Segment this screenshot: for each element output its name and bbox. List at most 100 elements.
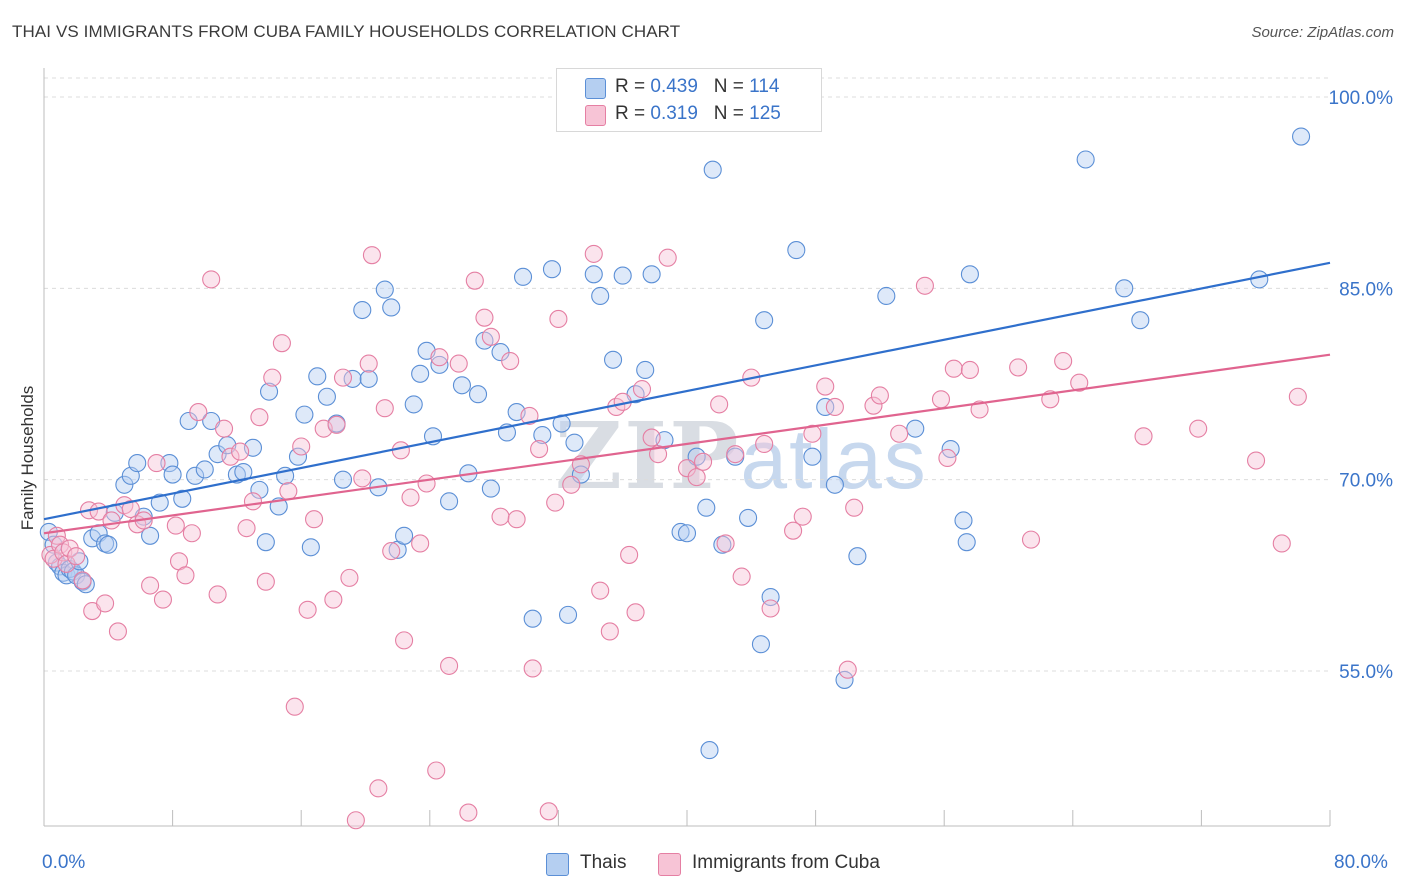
thai-point-69 [513,267,533,286]
cuba-point-29 [214,419,234,438]
cuba-point-61 [440,656,459,675]
thai-point-60 [440,492,459,511]
cuba-point-5 [57,554,76,573]
cuba-point-106 [864,396,883,415]
cuba-point-66 [481,327,500,346]
cuba-point-60 [430,348,449,367]
cuba-point-19 [141,576,160,595]
thai-point-47 [343,369,362,388]
y-tick-label-1: 70.0% [1339,471,1393,492]
cuba-point-93 [716,534,735,553]
cuba-point-90 [687,468,706,487]
x-tick-label-min: 0.0% [42,852,86,873]
cuba-point-7 [67,547,86,566]
cuba-point-71 [523,659,542,678]
cuba-point-67 [491,507,510,526]
thai-point-113 [700,741,719,760]
cuba-point-76 [562,475,581,494]
cuba-point-91 [694,452,713,471]
cuba-point-98 [761,599,780,618]
chart-title: THAI VS IMMIGRANTS FROM CUBA FAMILY HOUS… [12,22,681,41]
thai-point-112 [1292,127,1311,146]
thai-point-75 [565,433,584,452]
legend-r-cuba: 0.319 [650,103,698,124]
cuba-point-123 [1272,534,1291,553]
cuba-point-38 [279,482,298,501]
thai-point-83 [642,265,661,284]
thai-point-65 [481,479,500,498]
cuba-point-57 [411,534,430,553]
legend-r-label-cuba: R = [615,103,646,124]
cuba-point-12 [96,594,115,613]
thai-point-100 [835,670,854,689]
legend: R = 0.439 N = 114 R = 0.319 N = 125 [556,68,822,132]
thai-point-98 [816,397,835,417]
cuba-point-101 [803,424,822,443]
cuba-point-95 [732,567,751,586]
cuba-point-107 [870,386,889,405]
thai-point-21 [141,526,160,545]
thai-point-43 [308,367,327,386]
legend-r-label-thai: R = [615,76,646,97]
x-tick-label-max: 80.0% [1334,852,1388,873]
thai-point-42 [301,538,320,557]
cuba-point-59 [427,761,446,780]
cuba-point-111 [938,448,957,468]
cuba-point-64 [465,271,484,290]
cuba-point-65 [475,308,494,327]
cuba-point-120 [1134,427,1153,446]
bottom-legend-swatch-cuba [658,853,681,876]
bottom-legend-swatch-thai [546,853,569,876]
thai-point-40 [288,447,308,466]
watermark-zip: ZIP [555,402,741,510]
thai-point-111 [1250,270,1269,289]
thai-point-19 [128,454,147,473]
thai-point-22 [150,493,169,512]
thai-point-48 [353,300,372,320]
cuba-point-103 [825,397,844,417]
cuba-point-72 [530,440,549,459]
cuba-point-51 [369,779,388,798]
thai-point-36 [256,533,275,552]
thai-point-99 [825,475,844,494]
cuba-point-92 [710,395,729,414]
cuba-point-28 [208,585,227,604]
cuba-point-48 [346,811,365,830]
thai-point-51 [375,280,394,299]
cuba-point-70 [520,406,539,425]
cuba-point-109 [915,276,934,295]
cuba-point-53 [382,542,401,561]
thai-point-97 [803,447,822,466]
cuba-point-62 [449,354,468,373]
cuba-point-115 [1009,358,1028,377]
thai-point-27 [186,466,205,485]
cuba-point-69 [507,510,526,529]
y-tick-labels: 55.0% 70.0% 85.0% 100.0% [1329,88,1394,683]
thai-trend-line [43,261,1331,521]
y-tick-label-2: 85.0% [1339,279,1393,300]
thai-point-77 [584,265,603,284]
cuba-point-74 [546,493,565,512]
cuba-point-22 [166,516,185,535]
cuba-point-47 [340,568,359,587]
thai-point-72 [542,260,562,279]
cuba-point-37 [272,334,291,353]
cuba-point-26 [189,403,208,422]
cuba-point-63 [459,803,478,822]
cuba-point-78 [584,244,603,263]
cuba-point-121 [1189,419,1208,438]
cuba-point-110 [931,390,951,409]
watermark-atlas: atlas [740,412,928,506]
thai-point-71 [533,425,552,445]
cuba-point-116 [1021,530,1041,549]
cuba-point-100 [793,507,812,526]
cuba-point-13 [102,511,121,530]
cuba-point-85 [632,380,652,399]
cuba-point-25 [182,524,201,543]
cuba-point-6 [60,539,79,558]
thai-point-17 [115,475,134,494]
cuba-point-8 [73,571,92,590]
legend-swatch-cuba [585,105,606,126]
cuba-point-108 [890,424,909,443]
thai-point-82 [636,360,655,380]
